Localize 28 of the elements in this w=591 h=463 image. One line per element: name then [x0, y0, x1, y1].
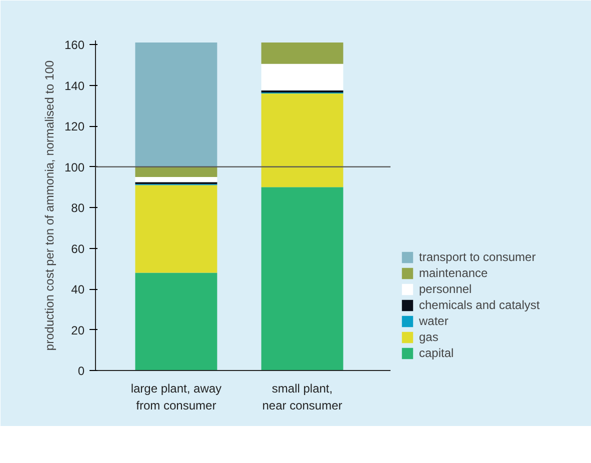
y-tick-label: 40 [71, 282, 85, 297]
bar [261, 187, 344, 370]
bar [261, 64, 344, 90]
legend-label: personnel [419, 282, 472, 296]
bar [135, 176, 218, 182]
y-axis-title: production cost per ton of ammonia, normalised to 100 [42, 60, 56, 351]
legend-label: chemicals and catalyst [419, 298, 540, 312]
x-tick-label: large plant, away from consumer [130, 382, 222, 412]
legend-label: capital [419, 346, 454, 360]
bar [135, 272, 218, 370]
bar [135, 166, 218, 177]
y-tick-label: 140 [64, 78, 85, 93]
y-tick-label: 160 [64, 38, 85, 52]
legend-label: water [419, 314, 448, 328]
y-tick-label: 120 [64, 120, 85, 134]
bar [261, 93, 344, 188]
y-tick-label: 80 [71, 201, 85, 216]
legend-label: maintenance [419, 266, 488, 280]
legend-label: transport to consumer [419, 250, 536, 264]
y-tick-label: 100 [64, 160, 85, 174]
bar [135, 42, 218, 167]
y-tick-label: 0 [78, 364, 85, 378]
bar [261, 42, 344, 64]
bar [135, 185, 218, 273]
y-tick-label: 60 [71, 242, 85, 256]
x-tick-label: small plant, near consumer [262, 382, 342, 412]
y-tick-label: 20 [71, 323, 85, 338]
legend-label: gas [419, 330, 439, 344]
